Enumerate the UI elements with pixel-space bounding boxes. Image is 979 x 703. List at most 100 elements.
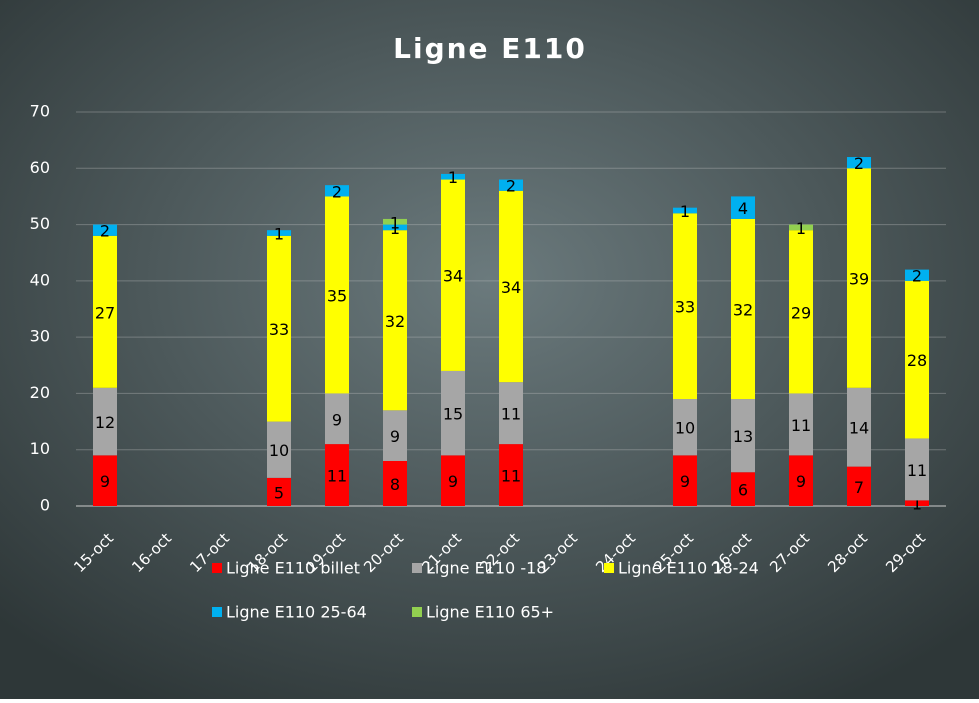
data-label: 12: [95, 413, 115, 432]
bar-segment: [499, 382, 523, 445]
data-label: 11: [791, 416, 811, 435]
data-label: 39: [849, 270, 869, 289]
bar-segment: [325, 196, 349, 394]
data-label: 10: [675, 419, 695, 438]
bar-segment: [731, 399, 755, 473]
data-label: 32: [385, 312, 405, 331]
data-label: 1: [680, 202, 690, 221]
bar-segment: [905, 438, 929, 501]
bar-segment: [499, 179, 523, 191]
legend-label: Ligne E110 25-64: [226, 603, 367, 622]
bar-segment: [383, 410, 407, 461]
y-tick-label: 20: [30, 383, 50, 402]
bar-segment: [731, 218, 755, 400]
data-label: 10: [269, 441, 289, 460]
data-label: 33: [269, 320, 289, 339]
data-label: 5: [274, 483, 284, 502]
data-label: 7: [854, 478, 864, 497]
data-label: 1: [390, 213, 400, 232]
data-label: 28: [907, 351, 927, 370]
bar-segment: [267, 235, 291, 422]
bar-segment: [441, 370, 465, 456]
data-label: 15: [443, 405, 463, 424]
data-label: 32: [733, 301, 753, 320]
bar-segment: [673, 455, 697, 506]
bar-segment: [905, 500, 929, 506]
bar-segment: [789, 455, 813, 506]
y-tick-label: 60: [30, 158, 50, 177]
data-label: 8: [390, 475, 400, 494]
bar-segment: [93, 224, 117, 236]
data-label: 9: [796, 472, 806, 491]
y-tick-label: 40: [30, 270, 50, 289]
y-tick-label: 0: [40, 496, 50, 515]
data-label: 13: [733, 427, 753, 446]
data-label: 34: [443, 267, 463, 286]
bar-segment: [499, 190, 523, 383]
bar-segment: [325, 185, 349, 197]
bar-segment: [789, 393, 813, 456]
y-tick-label: 30: [30, 327, 50, 346]
data-label: 1: [448, 168, 458, 187]
bar-segment: [731, 472, 755, 506]
bar-segment: [731, 196, 755, 219]
bar-segment: [847, 168, 871, 388]
bar-segment: [847, 387, 871, 467]
bar-segment: [267, 230, 291, 236]
data-label: 2: [506, 177, 516, 196]
legend-label: Ligne E110 18-24: [618, 559, 759, 578]
bar-segment: [441, 179, 465, 371]
legend-swatch: [412, 607, 422, 617]
data-label: 29: [791, 303, 811, 322]
bar-segment: [93, 387, 117, 456]
y-tick-label: 50: [30, 214, 50, 233]
bar-segment: [383, 218, 407, 225]
bar-segment: [673, 213, 697, 400]
bar-segment: [847, 466, 871, 506]
bar-segment: [441, 173, 465, 180]
y-tick-label: 10: [30, 439, 50, 458]
legend-label: Ligne E110 billet: [226, 559, 360, 578]
bar-segment: [673, 399, 697, 456]
bar-segment: [325, 444, 349, 506]
bar-segment: [905, 280, 929, 439]
data-label: 9: [332, 410, 342, 429]
data-label: 9: [100, 472, 110, 491]
data-label: 2: [912, 267, 922, 286]
data-label: 11: [327, 467, 347, 486]
data-label: 4: [738, 199, 748, 218]
data-label: 1: [796, 219, 806, 238]
legend-swatch: [412, 563, 422, 573]
bar-segment: [499, 444, 523, 506]
data-label: 27: [95, 303, 115, 322]
data-label: 2: [854, 154, 864, 173]
data-label: 9: [390, 427, 400, 446]
bar-segment: [673, 207, 697, 214]
bar-segment: [383, 224, 407, 231]
bar-segment: [383, 230, 407, 411]
data-label: 11: [907, 461, 927, 480]
bar-segment: [383, 460, 407, 506]
bar-segment: [789, 230, 813, 394]
data-label: 6: [738, 481, 748, 500]
data-label: 33: [675, 298, 695, 317]
data-label: 1: [390, 219, 400, 238]
legend-label: Ligne E110 65+: [426, 603, 554, 622]
data-label: 11: [501, 405, 521, 424]
chart-title: Ligne E110: [393, 32, 587, 65]
legend-swatch: [604, 563, 614, 573]
data-label: 9: [680, 472, 690, 491]
legend-swatch: [212, 607, 222, 617]
data-label: 14: [849, 419, 869, 438]
legend-swatch: [212, 563, 222, 573]
data-label: 1: [274, 225, 284, 244]
bar-segment: [789, 224, 813, 231]
data-label: 2: [100, 222, 110, 241]
bar-segment: [325, 393, 349, 445]
bar-segment: [93, 455, 117, 506]
data-label: 9: [448, 472, 458, 491]
bar-segment: [441, 455, 465, 506]
